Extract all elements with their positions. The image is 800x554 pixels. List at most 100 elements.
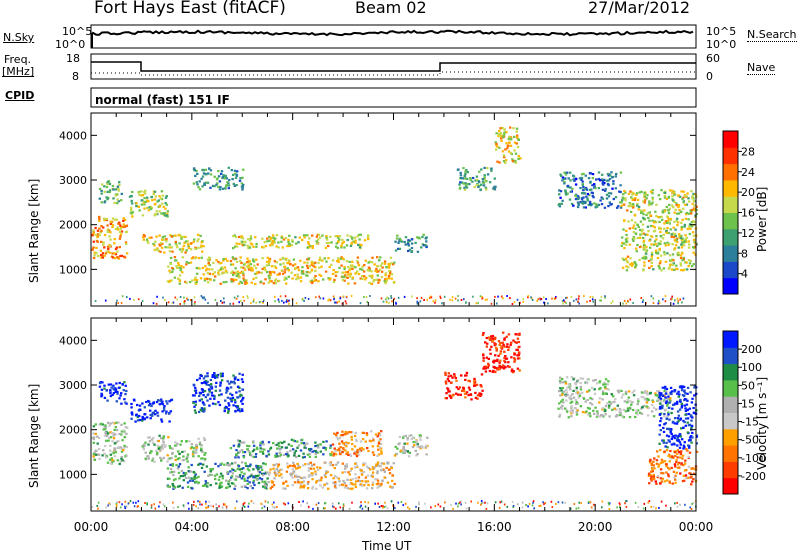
range-cell xyxy=(666,227,669,230)
range-cell xyxy=(679,503,681,506)
range-cell xyxy=(584,174,587,177)
range-cell xyxy=(482,501,484,504)
range-cell xyxy=(377,448,380,451)
range-cell xyxy=(113,442,117,445)
range-cell xyxy=(636,409,640,412)
range-cell xyxy=(641,257,644,260)
range-cell xyxy=(345,441,348,444)
colorbar-tick-label: -50 xyxy=(741,434,759,447)
range-cell xyxy=(100,256,103,259)
range-cell xyxy=(206,380,209,383)
range-cell xyxy=(120,230,124,233)
range-cell xyxy=(588,407,591,410)
range-cell xyxy=(513,360,516,363)
range-cell xyxy=(144,189,147,192)
range-cell xyxy=(181,271,184,274)
range-cell xyxy=(387,266,391,269)
range-cell xyxy=(600,299,602,302)
range-cell xyxy=(333,485,337,488)
range-cell xyxy=(246,482,249,485)
range-cell xyxy=(131,190,134,194)
range-cell xyxy=(269,448,272,451)
range-cell xyxy=(604,187,607,191)
range-cell xyxy=(652,464,655,467)
range-cell xyxy=(404,243,407,246)
colorbar-swatch xyxy=(723,396,738,413)
range-cell xyxy=(261,480,264,483)
range-cell xyxy=(368,274,371,277)
range-cell xyxy=(632,236,636,239)
range-cell xyxy=(543,301,545,304)
range-cell xyxy=(263,448,266,451)
range-cell xyxy=(580,176,584,179)
range-cell xyxy=(686,421,689,424)
range-cell xyxy=(162,238,166,241)
range-cell xyxy=(677,246,680,249)
range-cell xyxy=(474,384,477,387)
range-cell xyxy=(242,503,245,506)
range-cell xyxy=(640,230,644,233)
range-cell xyxy=(99,249,103,252)
range-cell xyxy=(306,442,309,445)
range-cell xyxy=(681,480,685,483)
range-cell xyxy=(96,442,99,445)
range-cell xyxy=(361,507,364,510)
range-cell xyxy=(589,180,592,183)
range-cell xyxy=(648,459,652,462)
range-cell xyxy=(377,464,380,467)
range-cell xyxy=(477,302,479,305)
range-cell xyxy=(267,281,270,284)
range-cell xyxy=(367,234,370,237)
range-cell xyxy=(576,379,580,382)
range-cell xyxy=(311,281,314,284)
colorbar-swatch xyxy=(723,277,738,295)
range-cell xyxy=(693,209,696,212)
range-cell xyxy=(202,273,205,276)
range-cell xyxy=(674,228,677,231)
range-cell xyxy=(144,200,147,203)
range-cell xyxy=(484,186,488,189)
range-cell xyxy=(251,267,254,270)
range-cell xyxy=(172,506,175,509)
range-cell xyxy=(169,468,173,471)
range-cell xyxy=(641,406,644,409)
range-cell xyxy=(681,252,684,255)
range-cell xyxy=(684,409,688,412)
range-cell xyxy=(506,343,509,346)
range-cell xyxy=(151,199,154,202)
range-cell xyxy=(230,271,233,275)
range-cell xyxy=(150,196,153,199)
range-cell xyxy=(682,385,686,388)
range-cell xyxy=(276,506,278,508)
colorbar-tick-label: 50 xyxy=(741,379,755,392)
range-cell xyxy=(92,441,95,444)
range-cell xyxy=(564,189,567,192)
range-cell xyxy=(494,354,497,357)
range-cell xyxy=(103,387,106,390)
range-cell xyxy=(639,233,642,236)
range-cell xyxy=(192,182,196,185)
range-cell xyxy=(301,298,304,301)
range-cell xyxy=(578,302,580,305)
range-cell xyxy=(291,240,294,243)
range-cell xyxy=(351,487,354,490)
range-cell xyxy=(666,479,669,482)
range-cell xyxy=(250,302,252,304)
range-cell xyxy=(517,352,521,355)
range-cell xyxy=(268,277,271,280)
range-cell xyxy=(667,267,670,270)
range-cell xyxy=(199,500,201,503)
range-cell xyxy=(258,477,262,480)
range-cell xyxy=(385,277,388,280)
range-cell xyxy=(292,470,296,473)
range-cell xyxy=(380,469,383,472)
range-cell xyxy=(670,233,673,236)
range-cell xyxy=(252,277,255,280)
range-cell xyxy=(274,279,277,282)
range-cell xyxy=(171,464,174,467)
range-cell xyxy=(197,437,200,440)
range-cell xyxy=(545,298,547,300)
range-cell xyxy=(106,432,110,435)
range-cell xyxy=(635,264,638,267)
range-cell xyxy=(116,198,119,201)
